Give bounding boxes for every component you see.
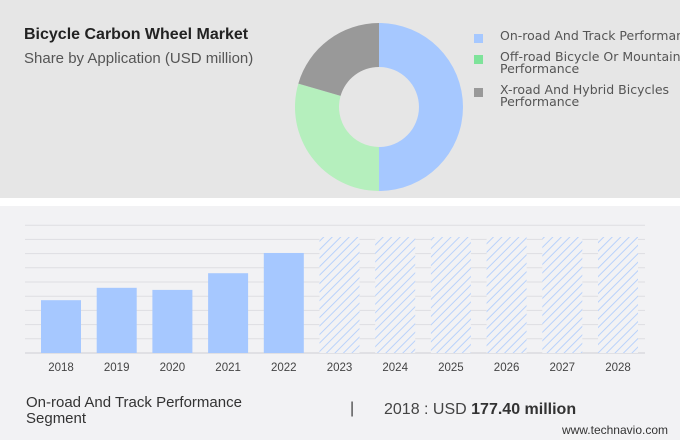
donut-slice xyxy=(379,23,463,191)
x-tick-label: 2019 xyxy=(104,362,130,374)
legend-swatch xyxy=(474,88,483,97)
legend-item: On-road And Track Performance xyxy=(474,28,680,43)
x-tick-label: 2022 xyxy=(271,362,297,374)
chart-title: Bicycle Carbon Wheel Market xyxy=(24,26,249,43)
x-tick-label: 2021 xyxy=(215,362,241,374)
legend-label: On-road And Track Performance xyxy=(500,28,680,43)
divider xyxy=(0,198,680,206)
forecast-bar xyxy=(486,237,527,353)
forecast-bar xyxy=(375,237,416,353)
x-tick-label: 2028 xyxy=(605,362,631,374)
segment-value: 2018 : USD 177.40 million xyxy=(384,401,576,419)
x-tick-label: 2024 xyxy=(382,362,408,374)
x-tick-label: 2018 xyxy=(48,362,74,374)
legend-item: X-road And Hybrid Bicycles Performance xyxy=(474,82,680,109)
x-tick-label: 2020 xyxy=(160,362,186,374)
donut-slice xyxy=(298,22,379,96)
separator: | xyxy=(350,400,355,417)
x-tick-label: 2026 xyxy=(494,362,520,374)
forecast-bar xyxy=(542,237,583,353)
x-tick-label: 2027 xyxy=(550,362,576,374)
value-prefix: 2018 : USD xyxy=(384,401,472,418)
legend-label: X-road And Hybrid Bicycles Performance xyxy=(500,82,670,109)
legend-swatch xyxy=(474,34,483,43)
bar xyxy=(152,289,193,353)
x-tick-label: 2025 xyxy=(438,362,464,374)
forecast-bar xyxy=(319,237,360,353)
bar xyxy=(263,252,304,353)
value-amount: 177.40 million xyxy=(471,401,577,418)
x-tick-label: 2023 xyxy=(327,362,353,374)
legend-item: Off-road Bicycle Or Mountain Performance xyxy=(474,49,680,76)
bar xyxy=(208,273,249,353)
forecast-bar xyxy=(598,237,638,353)
donut-slice xyxy=(295,83,379,191)
bar xyxy=(41,300,81,353)
bar xyxy=(96,287,137,353)
legend: On-road And Track Performance Off-road B… xyxy=(474,28,680,117)
legend-label: Off-road Bicycle Or Mountain Performance xyxy=(500,49,680,76)
segment-label: On-road And Track Performance Segment xyxy=(26,394,242,427)
chart-subtitle: Share by Application (USD million) xyxy=(24,50,254,67)
source-link[interactable]: www.technavio.com xyxy=(561,423,668,437)
legend-swatch xyxy=(474,55,483,64)
forecast-bar xyxy=(430,237,471,353)
